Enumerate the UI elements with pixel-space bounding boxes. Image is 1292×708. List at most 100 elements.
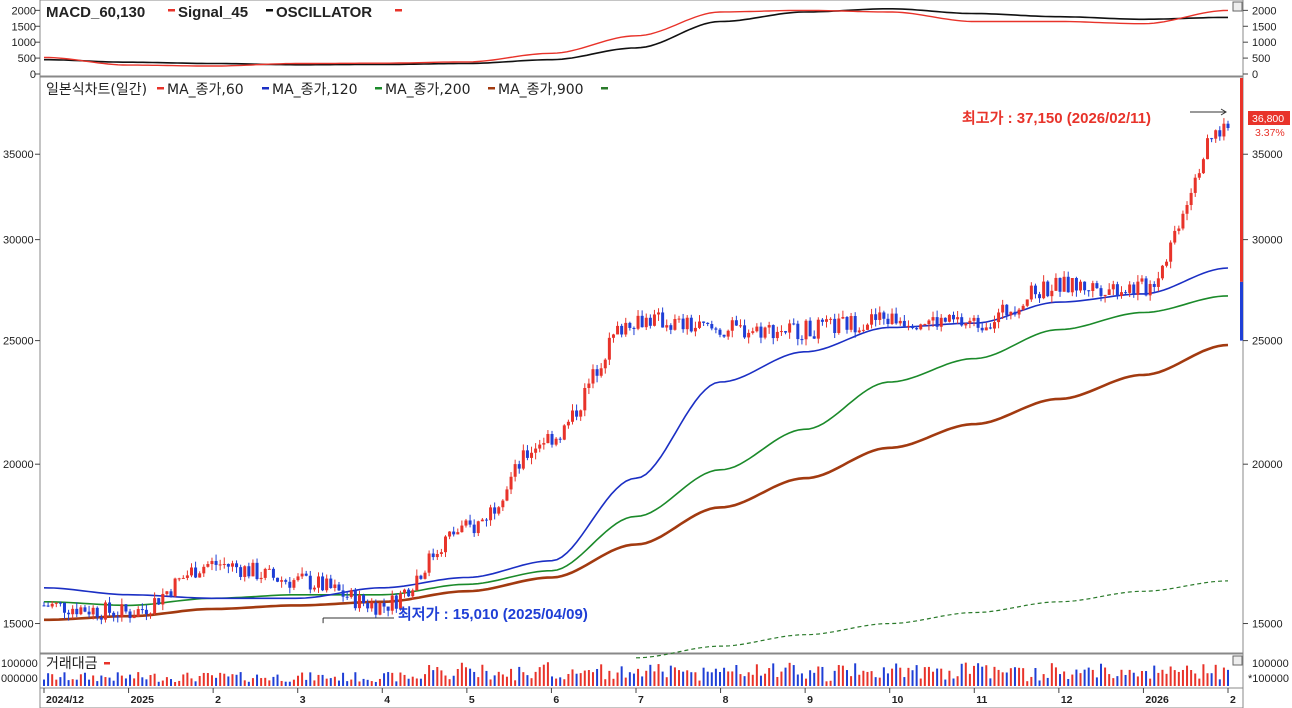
macd-scroll-up-button[interactable]	[1232, 1, 1243, 12]
volume-bar	[1071, 674, 1074, 686]
volume-right-tick-1: *100000	[1248, 673, 1289, 685]
volume-bar	[948, 670, 951, 686]
candle-body	[652, 314, 656, 326]
volume-bar	[1005, 672, 1008, 686]
candle-body	[226, 563, 230, 567]
date-axis-band	[39, 687, 1244, 708]
candle-body	[480, 519, 484, 522]
price-panel-frame	[39, 76, 1244, 654]
candle-body	[493, 507, 497, 514]
candle-body	[849, 316, 853, 330]
volume-bar	[247, 681, 250, 686]
candle-body	[665, 325, 669, 328]
volume-bar	[112, 680, 115, 686]
candle-body	[1132, 284, 1136, 295]
volume-bar	[284, 681, 287, 686]
volume-bar	[596, 668, 599, 686]
ma900-swatch	[601, 87, 608, 90]
volume-bar	[276, 674, 279, 686]
volume-bar	[645, 670, 648, 686]
candle-body	[79, 607, 83, 615]
volume-bar	[297, 675, 300, 686]
candle-body	[427, 553, 431, 573]
volume-bar	[796, 674, 799, 686]
candle-body	[128, 611, 132, 619]
price-left-tick-label: 25000	[3, 336, 34, 348]
volume-bar	[165, 677, 168, 686]
volume-bar	[129, 674, 132, 686]
candle-body	[1189, 192, 1193, 206]
volume-bar	[637, 668, 640, 686]
volume-bar	[1046, 677, 1049, 686]
candle-body	[747, 332, 751, 338]
candle-body	[484, 519, 488, 521]
volume-bar	[1104, 667, 1107, 686]
volume-bar	[133, 678, 136, 686]
volume-bar	[210, 675, 213, 686]
volume-bar	[903, 677, 906, 686]
candle-body	[263, 568, 267, 578]
candle-body	[972, 317, 976, 321]
date-tick-label: 2	[1230, 694, 1236, 706]
macd-left-tick-label: 2000	[12, 5, 36, 17]
volume-bar	[747, 672, 750, 686]
candle-body	[1107, 289, 1111, 295]
candle-body	[566, 421, 570, 426]
candle-body	[1025, 299, 1029, 306]
candle-body	[1152, 284, 1156, 287]
candle-body	[50, 603, 54, 607]
volume-bar	[981, 666, 984, 686]
volume-bar	[96, 681, 99, 686]
volume-bar	[194, 681, 197, 686]
candle-body	[1021, 305, 1025, 310]
candle-body	[222, 563, 226, 565]
candle-body	[161, 593, 165, 605]
candle-body	[816, 319, 820, 339]
candle-body	[947, 314, 951, 322]
candle-body	[685, 317, 689, 330]
macd-plot	[44, 8, 1229, 67]
volume-bar	[678, 670, 681, 686]
volume-bar	[83, 672, 86, 686]
candle-body	[58, 602, 62, 604]
volume-bar	[960, 663, 963, 686]
volume-bar	[1120, 669, 1123, 686]
volume-scroll-button[interactable]	[1232, 655, 1243, 666]
macd-left-tick-label: 1500	[12, 21, 36, 33]
candle-body	[542, 443, 546, 445]
volume-bar	[501, 674, 504, 686]
volume-bar	[59, 677, 62, 686]
volume-bar	[497, 671, 500, 686]
candle-body	[775, 331, 779, 339]
candle-body	[472, 524, 476, 534]
volume-bar	[993, 666, 996, 686]
low-annotation: 최저가 : 15,010 (2025/04/09)	[398, 605, 588, 623]
volume-bar	[63, 672, 66, 686]
volume-bar	[444, 675, 447, 686]
candle-body	[185, 575, 189, 578]
candle-body	[1156, 278, 1160, 287]
candle-body	[657, 312, 661, 315]
candle-body	[284, 580, 288, 582]
candle-body	[280, 580, 284, 582]
volume-bar	[452, 675, 455, 686]
volume-bar	[784, 667, 787, 686]
volume-bar	[895, 663, 898, 686]
candle-body	[181, 577, 185, 579]
volume-bar	[1059, 674, 1062, 686]
candle-body	[833, 318, 837, 333]
candle-body	[316, 576, 320, 588]
volume-bar	[43, 679, 45, 686]
volume-bar	[170, 679, 173, 686]
volume-bar	[845, 670, 848, 686]
volume-bar	[661, 671, 664, 686]
price-left-tick-label: 35000	[3, 149, 34, 161]
candle-body	[456, 532, 460, 535]
volume-bar	[485, 670, 488, 686]
candle-body	[640, 315, 644, 328]
price-title: 일본식차트(일간)	[46, 82, 147, 98]
candle-body	[87, 611, 91, 615]
volume-bar	[952, 678, 955, 686]
volume-bar	[88, 679, 91, 686]
